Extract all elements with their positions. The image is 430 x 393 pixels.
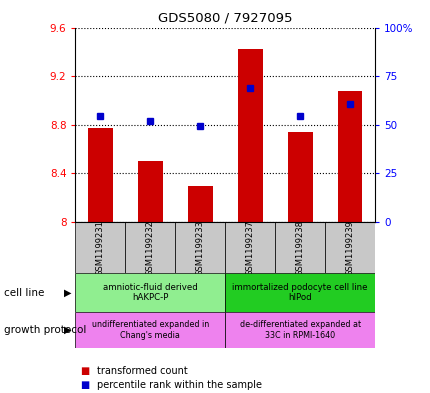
Text: GSM1199231: GSM1199231 — [95, 220, 104, 275]
Bar — [187, 185, 212, 222]
Title: GDS5080 / 7927095: GDS5080 / 7927095 — [157, 12, 292, 25]
Text: de-differentiated expanded at
33C in RPMI-1640: de-differentiated expanded at 33C in RPM… — [239, 320, 360, 340]
Text: growth protocol: growth protocol — [4, 325, 86, 335]
Text: GSM1199239: GSM1199239 — [345, 220, 354, 275]
Text: percentile rank within the sample: percentile rank within the sample — [97, 380, 261, 390]
Text: ■: ■ — [80, 380, 89, 390]
Text: ▶: ▶ — [64, 325, 71, 335]
Bar — [274, 222, 324, 273]
Bar — [75, 273, 224, 312]
Text: ■: ■ — [80, 366, 89, 376]
Bar — [237, 50, 262, 222]
Bar — [175, 222, 224, 273]
Bar — [287, 132, 312, 222]
Text: undifferentiated expanded in
Chang's media: undifferentiated expanded in Chang's med… — [92, 320, 209, 340]
Bar — [88, 129, 113, 222]
Bar — [138, 161, 163, 222]
Text: transformed count: transformed count — [97, 366, 187, 376]
Text: ▶: ▶ — [64, 288, 71, 298]
Text: GSM1199232: GSM1199232 — [145, 220, 154, 275]
Text: GSM1199237: GSM1199237 — [245, 220, 254, 275]
Text: cell line: cell line — [4, 288, 45, 298]
Text: amniotic-fluid derived
hAKPC-P: amniotic-fluid derived hAKPC-P — [103, 283, 197, 303]
Bar — [75, 222, 125, 273]
Bar — [224, 222, 274, 273]
Bar — [324, 222, 374, 273]
Text: immortalized podocyte cell line
hIPod: immortalized podocyte cell line hIPod — [232, 283, 367, 303]
Text: GSM1199238: GSM1199238 — [295, 220, 304, 275]
Bar — [224, 312, 374, 348]
Bar — [75, 312, 224, 348]
Bar — [337, 91, 362, 222]
Bar — [224, 273, 374, 312]
Text: GSM1199233: GSM1199233 — [195, 220, 204, 275]
Bar — [125, 222, 175, 273]
